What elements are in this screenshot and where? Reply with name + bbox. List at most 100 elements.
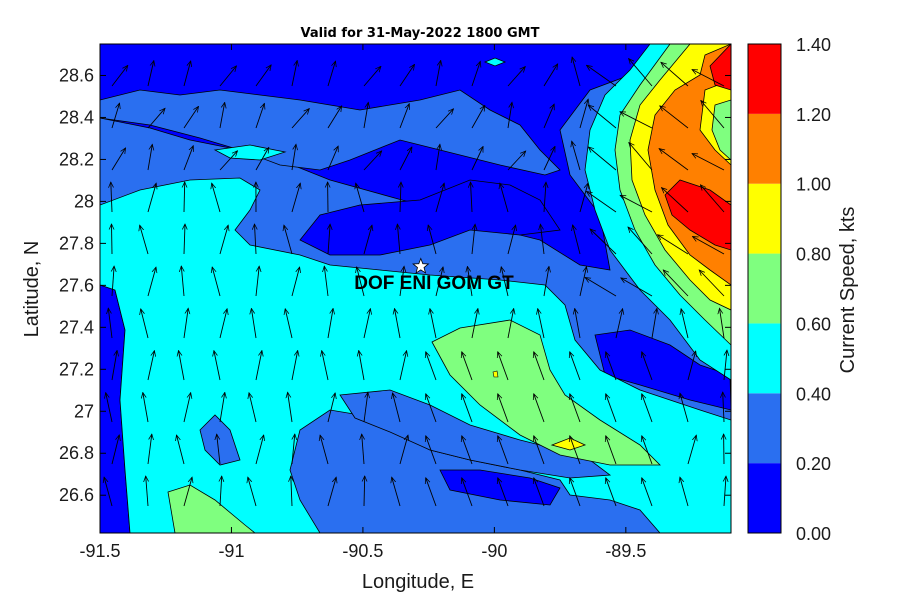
current-arrow bbox=[147, 351, 154, 381]
current-arrow bbox=[701, 101, 725, 129]
current-arrow bbox=[587, 65, 617, 87]
current-arrow bbox=[659, 149, 689, 171]
current-arrow bbox=[111, 350, 117, 381]
current-arrow bbox=[106, 393, 113, 423]
current-arrow bbox=[507, 151, 526, 171]
current-arrow bbox=[255, 103, 264, 129]
current-arrow bbox=[462, 394, 473, 423]
current-arrow bbox=[177, 435, 185, 465]
y-tick-label: 27 bbox=[74, 401, 94, 421]
current-arrow bbox=[467, 266, 473, 297]
band-0.4-0.6-tiny-island bbox=[483, 57, 507, 67]
colorbar-segment bbox=[748, 183, 781, 254]
current-arrow bbox=[692, 154, 725, 171]
current-arrow bbox=[248, 477, 257, 507]
current-arrow bbox=[588, 147, 617, 171]
current-arrow bbox=[471, 61, 480, 87]
current-arrow bbox=[426, 352, 437, 381]
current-arrow bbox=[543, 146, 556, 171]
current-arrow bbox=[534, 436, 545, 465]
current-arrow bbox=[111, 65, 128, 87]
current-arrow bbox=[363, 309, 370, 339]
current-arrow bbox=[629, 59, 653, 87]
current-arrow bbox=[579, 267, 587, 297]
current-arrow bbox=[363, 225, 372, 255]
current-arrow bbox=[219, 225, 228, 255]
y-tick-label: 26.8 bbox=[59, 443, 94, 463]
y-tick-label: 26.6 bbox=[59, 485, 94, 505]
current-arrow bbox=[724, 476, 726, 507]
current-arrow bbox=[112, 266, 114, 297]
colorbar-tick-label: 1.00 bbox=[796, 175, 831, 195]
current-arrow bbox=[111, 148, 126, 171]
current-arrow bbox=[428, 225, 437, 255]
current-arrow bbox=[471, 147, 484, 171]
current-arrow bbox=[471, 224, 475, 255]
current-arrow bbox=[692, 70, 725, 87]
current-arrow bbox=[498, 394, 509, 423]
current-arrow bbox=[111, 182, 112, 213]
current-arrow bbox=[723, 350, 727, 381]
current-arrow bbox=[700, 185, 725, 213]
site-marker: DOF ENI GOM GT bbox=[354, 257, 514, 294]
band-0-0.2-south bbox=[439, 469, 561, 506]
current-arrow bbox=[249, 393, 257, 423]
colorbar-segment bbox=[748, 253, 781, 324]
current-arrow bbox=[538, 309, 545, 339]
current-arrow bbox=[285, 309, 293, 339]
current-arrow bbox=[255, 224, 257, 255]
current-arrow bbox=[570, 478, 581, 507]
current-arrow bbox=[629, 143, 653, 171]
current-arrow bbox=[112, 224, 113, 255]
current-arrow bbox=[399, 266, 404, 297]
x-tick-label: -90 bbox=[481, 541, 507, 561]
current-arrow bbox=[606, 394, 617, 423]
current-arrow bbox=[507, 309, 514, 339]
current-arrow bbox=[720, 308, 725, 339]
current-arrow bbox=[255, 65, 271, 87]
current-arrow bbox=[507, 67, 525, 87]
current-arrow bbox=[435, 267, 443, 297]
current-arrow bbox=[328, 224, 330, 255]
current-arrow bbox=[426, 478, 437, 507]
current-arrow bbox=[212, 183, 221, 213]
current-vectors bbox=[104, 57, 727, 507]
current-arrow bbox=[251, 308, 257, 339]
y-tick-label: 27.6 bbox=[59, 275, 94, 295]
current-arrow bbox=[395, 309, 401, 339]
band-0.6-0.8-inner bbox=[711, 99, 731, 161]
current-arrow bbox=[570, 394, 581, 423]
current-arrow bbox=[214, 351, 221, 381]
current-arrow bbox=[359, 351, 365, 381]
current-arrow bbox=[217, 434, 221, 465]
current-arrow bbox=[575, 309, 581, 339]
current-arrow bbox=[320, 435, 329, 465]
band-0-0.2-central bbox=[299, 179, 561, 256]
current-arrow bbox=[507, 102, 512, 129]
current-arrow bbox=[500, 183, 509, 213]
y-axis-label: Latitude, N bbox=[21, 241, 43, 338]
current-arrow bbox=[219, 151, 238, 171]
current-arrow bbox=[501, 267, 509, 297]
current-arrow bbox=[291, 476, 292, 507]
current-arrow bbox=[471, 309, 478, 339]
current-arrow bbox=[687, 435, 696, 465]
colorbar: 1.40 1.20 1.00 0.80 0.60 0.40 0.20 0.00 bbox=[747, 35, 831, 544]
band-0.6-0.8-central bbox=[431, 319, 661, 466]
current-arrow bbox=[111, 103, 120, 129]
current-arrow bbox=[579, 99, 588, 129]
current-arrow bbox=[651, 308, 657, 339]
current-arrow bbox=[363, 392, 368, 423]
current-arrow bbox=[723, 392, 724, 423]
colorbar-tick-label: 0.40 bbox=[796, 384, 831, 404]
current-arrow bbox=[255, 351, 262, 381]
current-arrow bbox=[570, 436, 581, 465]
current-arrow bbox=[471, 105, 485, 129]
current-arrow bbox=[147, 108, 165, 129]
y-axis: 28.6 28.4 28.2 28 27.8 27.6 27.4 27.2 27 26.8 26.6 bbox=[59, 65, 731, 505]
current-arrow bbox=[658, 235, 689, 255]
current-arrow bbox=[642, 394, 653, 423]
current-arrow bbox=[628, 227, 653, 255]
current-arrow bbox=[288, 392, 293, 423]
x-tick-label: -91.5 bbox=[79, 541, 120, 561]
